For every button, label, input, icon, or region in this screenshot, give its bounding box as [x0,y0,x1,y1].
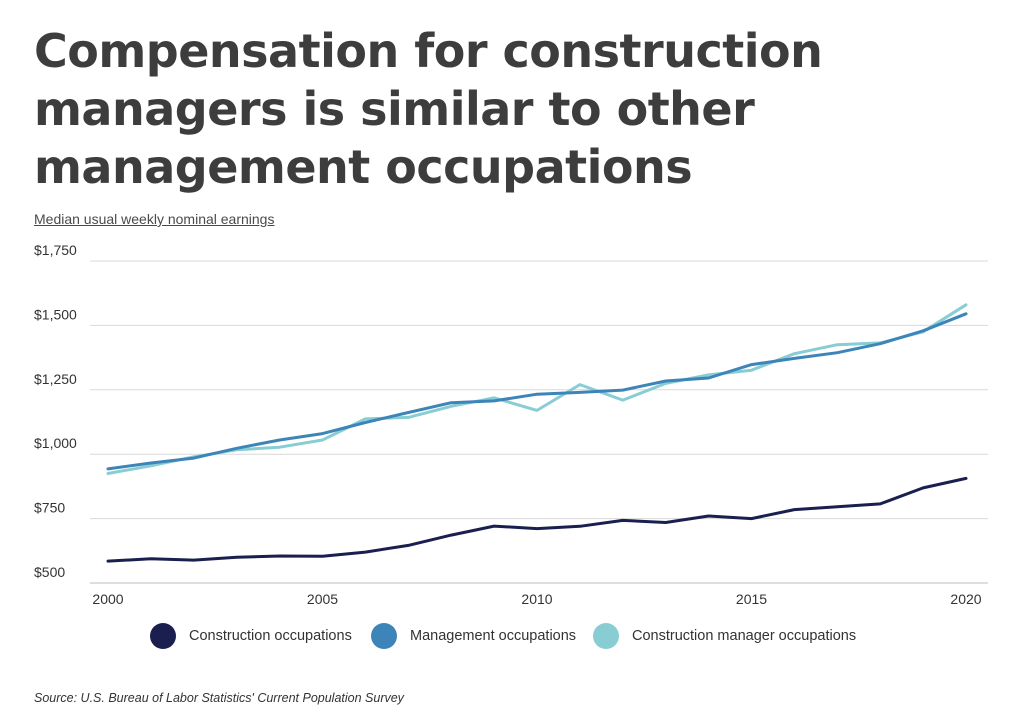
legend-item-construction-manager: Construction manager occupations [593,622,856,650]
series-line-management [106,312,968,471]
legend-label-construction-manager: Construction manager occupations [632,628,857,644]
legend-label-construction: Construction occupations [189,628,352,644]
legend: Construction occupations Management occu… [0,622,1024,650]
legend-swatch-construction-manager [593,623,619,649]
series-line-construction [106,476,968,563]
legend-label-management: Management occupations [410,628,577,644]
legend-swatch-construction [150,623,176,649]
y-tick-label: $1,000 [34,435,77,451]
x-tick-label: 2020 [950,591,981,607]
legend-item-management: Management occupations [371,622,576,650]
legend-item-construction: Construction occupations [150,622,352,650]
legend-swatch-management [371,623,397,649]
y-tick-label: $750 [34,500,65,516]
x-tick-label: 2010 [521,591,552,607]
y-tick-label: $1,500 [34,306,77,322]
y-tick-label: $1,250 [34,371,77,387]
x-tick-label: 2005 [307,591,338,607]
y-tick-label: $1,750 [34,242,77,258]
x-tick-label: 2000 [92,591,123,607]
series-line-construction-manager [106,303,968,475]
y-axis-label: Median usual weekly nominal earnings [34,211,275,227]
source-note: Source: U.S. Bureau of Labor Statistics'… [34,691,404,705]
chart-title: Compensation for construction managers i… [34,24,823,194]
y-tick-label: $500 [34,564,65,580]
x-tick-label: 2015 [736,591,767,607]
